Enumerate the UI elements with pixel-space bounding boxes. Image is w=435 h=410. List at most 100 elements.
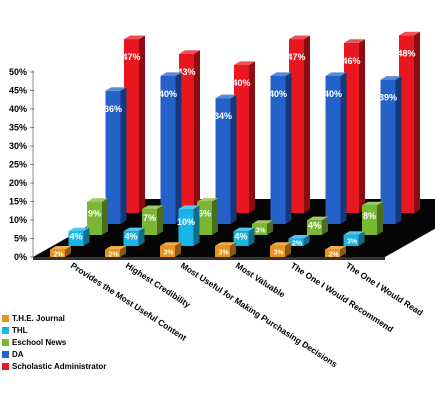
bar-side <box>120 87 127 224</box>
bar: 4% <box>307 216 328 235</box>
bar-side <box>138 227 145 246</box>
y-axis: 0% 5% 10% 15% 20% 25% 30% 35% 40% 45% 50% <box>9 67 34 262</box>
bar-top <box>87 198 108 202</box>
bar-front <box>343 234 359 246</box>
bar-top <box>343 231 365 235</box>
bar-front <box>123 231 139 246</box>
bar: 43% <box>177 50 200 214</box>
bar-side <box>175 72 182 225</box>
bar-front <box>399 35 414 214</box>
bar-side <box>285 242 291 257</box>
bar-side <box>395 76 402 224</box>
category-label: The One I Would Recommend <box>289 260 395 334</box>
bar-front <box>124 39 139 213</box>
bar-value-label: 8% <box>363 211 376 221</box>
bar-front <box>68 231 84 246</box>
bar-side <box>65 246 71 257</box>
bar: 8% <box>362 201 383 235</box>
bar-value-label: 4% <box>69 231 82 241</box>
bar-top <box>142 205 163 210</box>
bar-side <box>340 72 347 225</box>
bar: 7% <box>142 205 163 235</box>
legend-item: THL <box>2 324 106 336</box>
bar-side <box>267 220 273 235</box>
bar-top <box>178 205 200 209</box>
bar-top <box>215 94 237 99</box>
bar: 2% <box>105 246 126 258</box>
bar-side <box>102 198 108 235</box>
y-tick-label: 0% <box>14 252 27 262</box>
bar: 3% <box>270 242 291 257</box>
bar-value-label: 9% <box>88 208 101 218</box>
bar-front <box>288 238 304 246</box>
y-tick-label: 25% <box>9 160 27 170</box>
legend-label: Scholastic Administrator <box>12 361 107 371</box>
bar-value-label: 3% <box>273 249 284 256</box>
y-tick-label: 30% <box>9 141 27 151</box>
bar-top <box>270 72 292 76</box>
bar: 2% <box>325 246 346 258</box>
bar: 9% <box>87 198 108 235</box>
bar-top <box>288 235 310 239</box>
bar-front <box>105 90 121 224</box>
bar-top <box>215 242 236 246</box>
y-tick-label: 10% <box>9 215 27 225</box>
bar-value-label: 2% <box>328 251 339 258</box>
bar-top <box>325 246 346 250</box>
bar-top <box>124 35 145 40</box>
bar-top <box>160 242 181 246</box>
bar-front <box>233 231 249 246</box>
bar-value-label: 40% <box>269 89 287 99</box>
bar: 46% <box>342 39 365 214</box>
bar-front <box>289 39 304 213</box>
legend: T.H.E. Journal THL Eschool News DA Scholasti… <box>2 312 106 372</box>
bar-side <box>285 72 292 225</box>
bar-side <box>194 50 200 213</box>
bar-front <box>307 220 322 235</box>
bar-side <box>414 31 420 213</box>
bar-side <box>249 61 255 214</box>
bars: 47% 43% 40% 47% 46% 48% 36% 40% 34% 40% 40% 39% 9% 7%… <box>50 31 420 258</box>
bar-side <box>212 198 218 235</box>
bar-side <box>303 235 310 246</box>
bar-top <box>289 35 310 40</box>
y-tick-label: 45% <box>9 86 27 96</box>
bar-top <box>362 201 383 206</box>
bar-side <box>230 94 237 224</box>
legend-item: DA <box>2 348 106 360</box>
bar-value-label: 3% <box>255 227 266 234</box>
bar: 40% <box>269 72 292 225</box>
bar-value-label: 7% <box>143 213 156 223</box>
bar-side <box>359 39 365 214</box>
y-tick-label: 20% <box>9 178 27 188</box>
bar-value-label: 10% <box>177 217 195 227</box>
bar-front <box>105 249 120 257</box>
legend-swatch <box>2 338 9 346</box>
bar: 10% <box>177 205 200 246</box>
bar-value-label: 40% <box>232 78 250 88</box>
bar-value-label: 6% <box>198 208 211 218</box>
bar: 4% <box>233 227 255 246</box>
bar-top <box>270 242 291 246</box>
legend-swatch <box>2 326 9 334</box>
bar-value-label: 4% <box>234 231 247 241</box>
legend-item: Scholastic Administrator <box>2 360 106 372</box>
bar-front <box>215 98 231 224</box>
bar-value-label: 2% <box>292 240 303 247</box>
bar-top <box>68 227 90 232</box>
bar: 4% <box>123 227 145 246</box>
bar-value-label: 34% <box>214 111 232 121</box>
bar-top <box>252 220 273 224</box>
bar-top <box>105 87 127 91</box>
bar-side <box>157 205 163 235</box>
bar-top <box>105 246 126 250</box>
legend-swatch <box>2 362 9 370</box>
bar-side <box>175 242 181 257</box>
bar-top <box>123 227 145 232</box>
bar-front <box>252 223 267 235</box>
bar-top <box>307 216 328 221</box>
y-tick-label: 40% <box>9 104 27 114</box>
bar-value-label: 40% <box>159 89 177 99</box>
bar: 34% <box>214 94 237 224</box>
bar-front <box>270 76 286 224</box>
